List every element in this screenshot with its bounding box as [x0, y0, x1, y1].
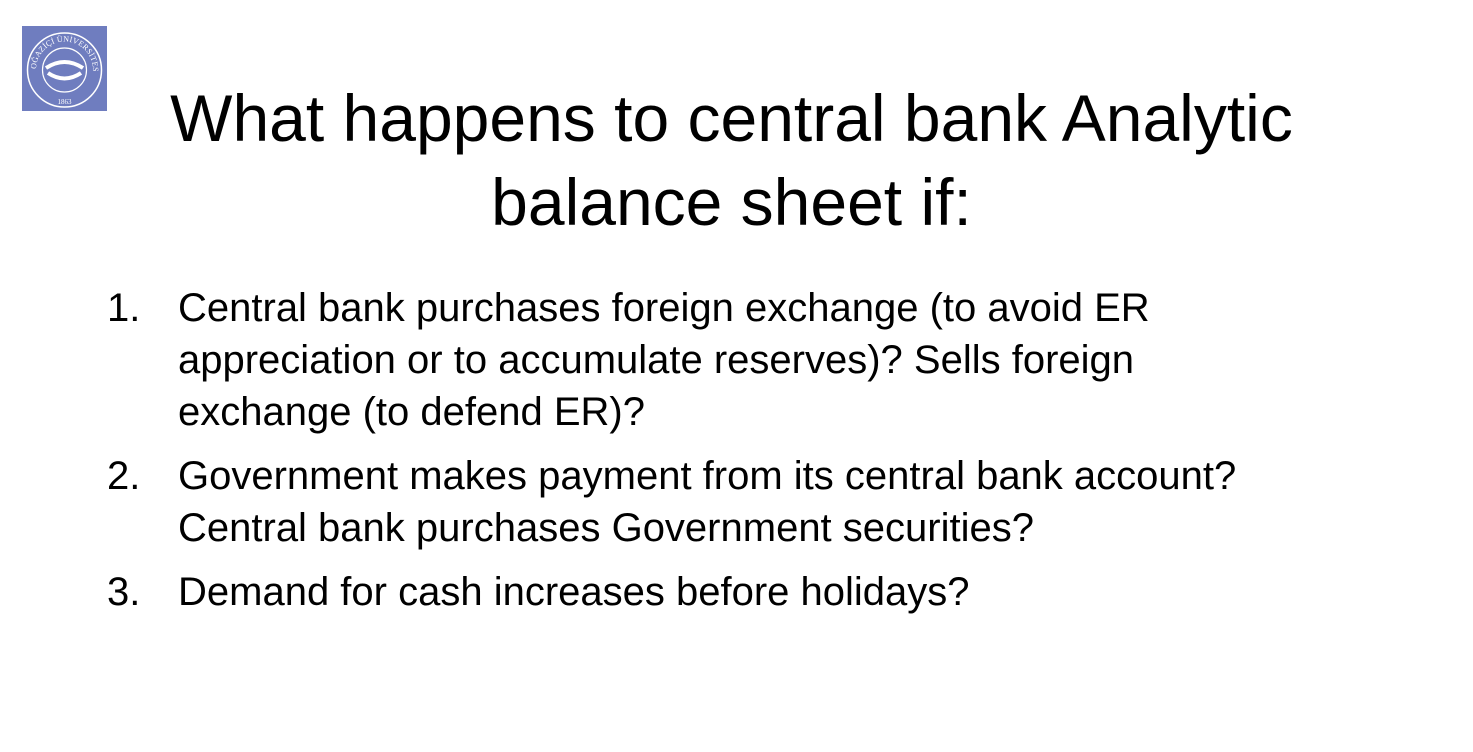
item-text-line: exchange (to defend ER)?: [178, 390, 645, 434]
item-text-line: appreciation or to accumulate reserves)?…: [178, 338, 1135, 382]
university-seal-logo: BOĞAZİÇİ ÜNİVERSİTESİ 1863: [22, 26, 107, 111]
seal-year: 1863: [58, 98, 73, 106]
title-line: balance sheet if:: [491, 165, 972, 239]
item-text-line: Central bank purchases foreign exchange …: [178, 286, 1150, 330]
slide-title: What happens to central bank Analytic ba…: [0, 76, 1463, 244]
title-line: What happens to central bank Analytic: [170, 81, 1293, 155]
seal-icon: BOĞAZİÇİ ÜNİVERSİTESİ 1863: [22, 26, 103, 108]
item-text-line: Demand for cash increases before holiday…: [178, 570, 970, 614]
question-list: 1. Central bank purchases foreign exchan…: [107, 282, 1447, 618]
item-text-line: Central bank purchases Government securi…: [178, 506, 1034, 550]
item-number: 3.: [107, 570, 141, 614]
item-text-line: Government makes payment from its centra…: [178, 454, 1237, 498]
list-item: 3. Demand for cash increases before holi…: [107, 566, 1447, 618]
list-item: 1. Central bank purchases foreign exchan…: [107, 282, 1447, 438]
item-number: 2.: [107, 454, 141, 498]
item-number: 1.: [107, 286, 141, 330]
list-item: 2. Government makes payment from its cen…: [107, 450, 1447, 554]
